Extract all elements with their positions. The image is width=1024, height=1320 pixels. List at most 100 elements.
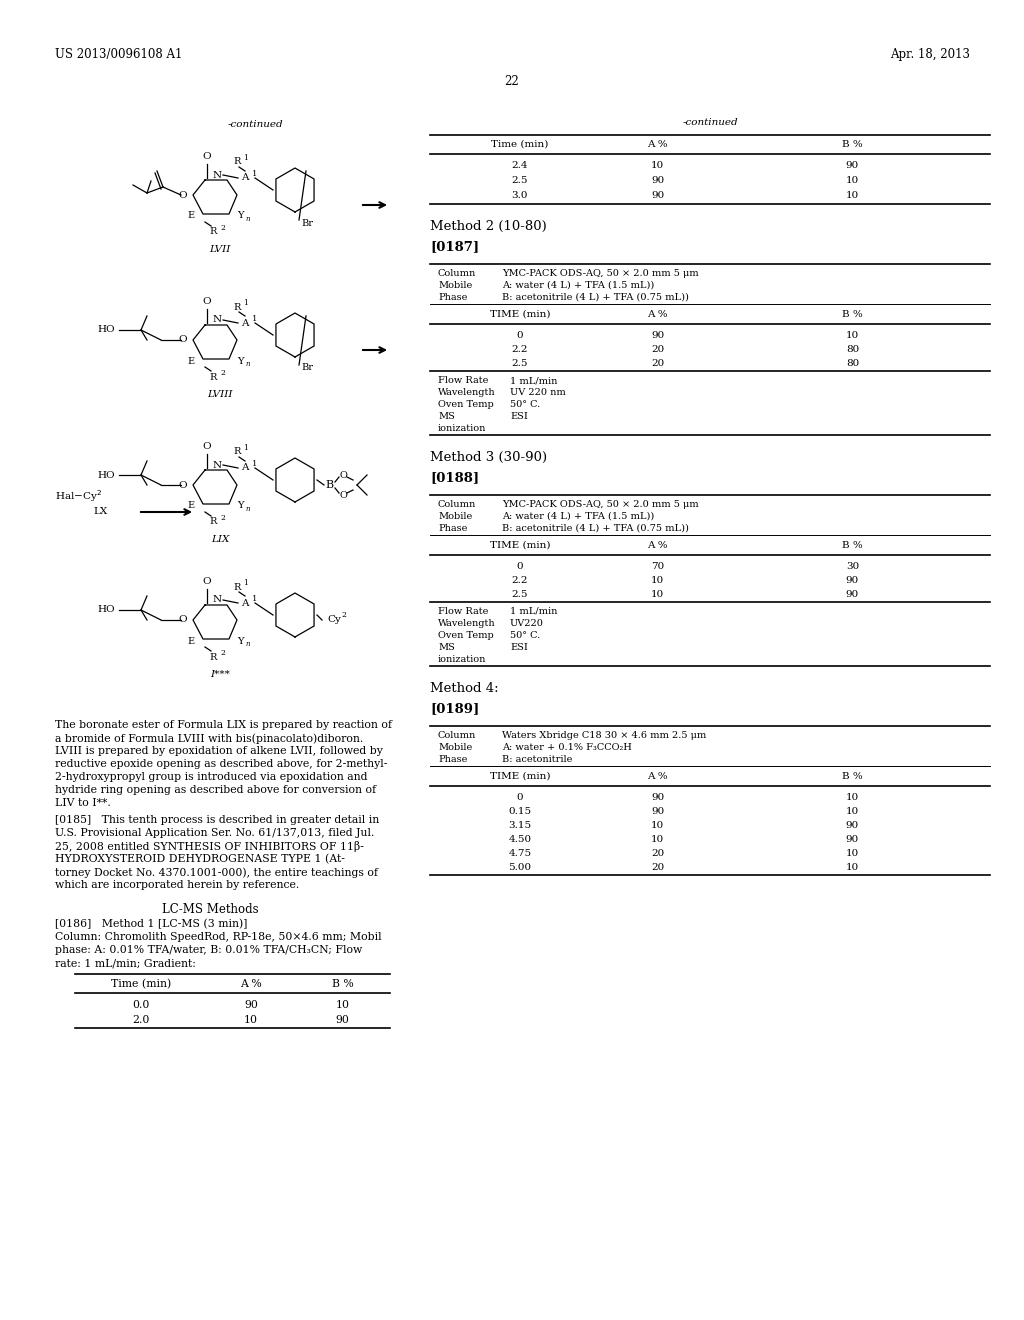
Text: The boronate ester of Formula LIX is prepared by reaction of: The boronate ester of Formula LIX is pre… xyxy=(55,719,392,730)
Text: Column: Column xyxy=(438,731,476,741)
Text: US 2013/0096108 A1: US 2013/0096108 A1 xyxy=(55,48,182,61)
Text: a bromide of Formula LVIII with bis(pinacolato)diboron.: a bromide of Formula LVIII with bis(pina… xyxy=(55,733,364,743)
Text: LVIII: LVIII xyxy=(207,389,232,399)
Text: LIV to I**.: LIV to I**. xyxy=(55,799,111,808)
Text: torney Docket No. 4370.1001-000), the entire teachings of: torney Docket No. 4370.1001-000), the en… xyxy=(55,867,378,878)
Text: Mobile: Mobile xyxy=(438,281,472,290)
Text: Method 3 (30-90): Method 3 (30-90) xyxy=(430,451,547,465)
Text: 10: 10 xyxy=(651,161,665,170)
Text: B: acetonitrile: B: acetonitrile xyxy=(502,755,572,764)
Text: 20: 20 xyxy=(651,849,665,858)
Text: LVII: LVII xyxy=(209,246,230,253)
Text: B: B xyxy=(325,480,333,490)
Text: 10: 10 xyxy=(846,807,859,816)
Text: 90: 90 xyxy=(846,590,859,599)
Text: 90: 90 xyxy=(244,1001,258,1010)
Text: ionization: ionization xyxy=(438,424,486,433)
Text: 2.5: 2.5 xyxy=(512,359,528,368)
Text: N: N xyxy=(212,315,221,325)
Text: UV 220 nm: UV 220 nm xyxy=(510,388,565,397)
Text: YMC-PACK ODS-AQ, 50 × 2.0 mm 5 μm: YMC-PACK ODS-AQ, 50 × 2.0 mm 5 μm xyxy=(502,500,698,510)
Text: 10: 10 xyxy=(651,821,665,830)
Text: R: R xyxy=(233,302,241,312)
Text: O: O xyxy=(203,577,211,586)
Text: 10: 10 xyxy=(244,1015,258,1026)
Text: 22: 22 xyxy=(505,75,519,88)
Text: Br: Br xyxy=(301,363,313,372)
Text: Method 4:: Method 4: xyxy=(430,682,499,696)
Text: 10: 10 xyxy=(846,191,859,201)
Text: 20: 20 xyxy=(651,863,665,873)
Text: I***: I*** xyxy=(210,671,230,678)
Text: 0.0: 0.0 xyxy=(132,1001,150,1010)
Text: 80: 80 xyxy=(846,345,859,354)
Text: R: R xyxy=(209,652,217,661)
Text: 10: 10 xyxy=(846,849,859,858)
Text: R: R xyxy=(209,227,217,236)
Text: R: R xyxy=(209,372,217,381)
Text: 10: 10 xyxy=(846,863,859,873)
Text: A: water + 0.1% F₃CCO₂H: A: water + 0.1% F₃CCO₂H xyxy=(502,743,632,752)
Text: 2: 2 xyxy=(220,370,225,378)
Text: Time (min): Time (min) xyxy=(111,979,171,989)
Text: R: R xyxy=(233,157,241,166)
Text: A: A xyxy=(242,598,249,607)
Text: ionization: ionization xyxy=(438,655,486,664)
Text: 10: 10 xyxy=(846,176,859,185)
Text: 0: 0 xyxy=(517,562,523,572)
Text: rate: 1 mL/min; Gradient:: rate: 1 mL/min; Gradient: xyxy=(55,958,196,968)
Text: hydride ring opening as described above for conversion of: hydride ring opening as described above … xyxy=(55,785,376,795)
Text: O: O xyxy=(203,152,211,161)
Text: Hal−Cy$^{2}$: Hal−Cy$^{2}$ xyxy=(55,488,102,504)
Text: HO: HO xyxy=(97,326,115,334)
Text: n: n xyxy=(245,640,250,648)
Text: 1 mL/min: 1 mL/min xyxy=(510,376,557,385)
Text: A: A xyxy=(242,318,249,327)
Text: MS: MS xyxy=(438,412,455,421)
Text: Oven Temp: Oven Temp xyxy=(438,400,494,409)
Text: 1: 1 xyxy=(243,154,248,162)
Text: 2.4: 2.4 xyxy=(512,161,528,170)
Text: 90: 90 xyxy=(651,331,665,341)
Text: 2-hydroxypropyl group is introduced via epoxidation and: 2-hydroxypropyl group is introduced via … xyxy=(55,772,368,781)
Text: Flow Rate: Flow Rate xyxy=(438,607,488,616)
Text: LVIII is prepared by epoxidation of alkene LVII, followed by: LVIII is prepared by epoxidation of alke… xyxy=(55,746,383,756)
Text: 2: 2 xyxy=(220,513,225,521)
Text: Br: Br xyxy=(301,219,313,227)
Text: 1: 1 xyxy=(243,300,248,308)
Text: 10: 10 xyxy=(651,590,665,599)
Text: B: acetonitrile (4 L) + TFA (0.75 mL)): B: acetonitrile (4 L) + TFA (0.75 mL)) xyxy=(502,524,689,533)
Text: A: water (4 L) + TFA (1.5 mL)): A: water (4 L) + TFA (1.5 mL)) xyxy=(502,281,654,290)
Text: 3.15: 3.15 xyxy=(509,821,531,830)
Text: B %: B % xyxy=(842,310,863,319)
Text: E: E xyxy=(187,356,195,366)
Text: Y: Y xyxy=(237,502,244,511)
Text: HYDROXYSTEROID DEHYDROGENASE TYPE 1 (At-: HYDROXYSTEROID DEHYDROGENASE TYPE 1 (At- xyxy=(55,854,345,865)
Text: 80: 80 xyxy=(846,359,859,368)
Text: O: O xyxy=(178,615,187,624)
Text: phase: A: 0.01% TFA/water, B: 0.01% TFA/CH₃CN; Flow: phase: A: 0.01% TFA/water, B: 0.01% TFA/… xyxy=(55,945,362,954)
Text: [0186]   Method 1 [LC-MS (3 min)]: [0186] Method 1 [LC-MS (3 min)] xyxy=(55,919,248,929)
Text: O: O xyxy=(203,297,211,306)
Text: Column: Chromolith SpeedRod, RP-18e, 50×4.6 mm; Mobil: Column: Chromolith SpeedRod, RP-18e, 50×… xyxy=(55,932,382,942)
Text: which are incorporated herein by reference.: which are incorporated herein by referen… xyxy=(55,880,299,890)
Text: 90: 90 xyxy=(846,576,859,585)
Text: A %: A % xyxy=(647,140,668,149)
Text: N: N xyxy=(212,595,221,605)
Text: Wavelength: Wavelength xyxy=(438,388,496,397)
Text: U.S. Provisional Application Ser. No. 61/137,013, filed Jul.: U.S. Provisional Application Ser. No. 61… xyxy=(55,828,375,838)
Text: 2: 2 xyxy=(220,649,225,657)
Text: B: acetonitrile (4 L) + TFA (0.75 mL)): B: acetonitrile (4 L) + TFA (0.75 mL)) xyxy=(502,293,689,302)
Text: 25, 2008 entitled SYNTHESIS OF INHIBITORS OF 11β-: 25, 2008 entitled SYNTHESIS OF INHIBITOR… xyxy=(55,841,364,851)
Text: O: O xyxy=(203,442,211,451)
Text: 90: 90 xyxy=(651,793,665,803)
Text: B %: B % xyxy=(842,772,863,781)
Text: 0: 0 xyxy=(517,331,523,341)
Text: E: E xyxy=(187,502,195,511)
Text: Apr. 18, 2013: Apr. 18, 2013 xyxy=(890,48,970,61)
Text: A: water (4 L) + TFA (1.5 mL)): A: water (4 L) + TFA (1.5 mL)) xyxy=(502,512,654,521)
Text: ESI: ESI xyxy=(510,643,528,652)
Text: A %: A % xyxy=(647,772,668,781)
Text: A %: A % xyxy=(647,310,668,319)
Text: 2.2: 2.2 xyxy=(512,345,528,354)
